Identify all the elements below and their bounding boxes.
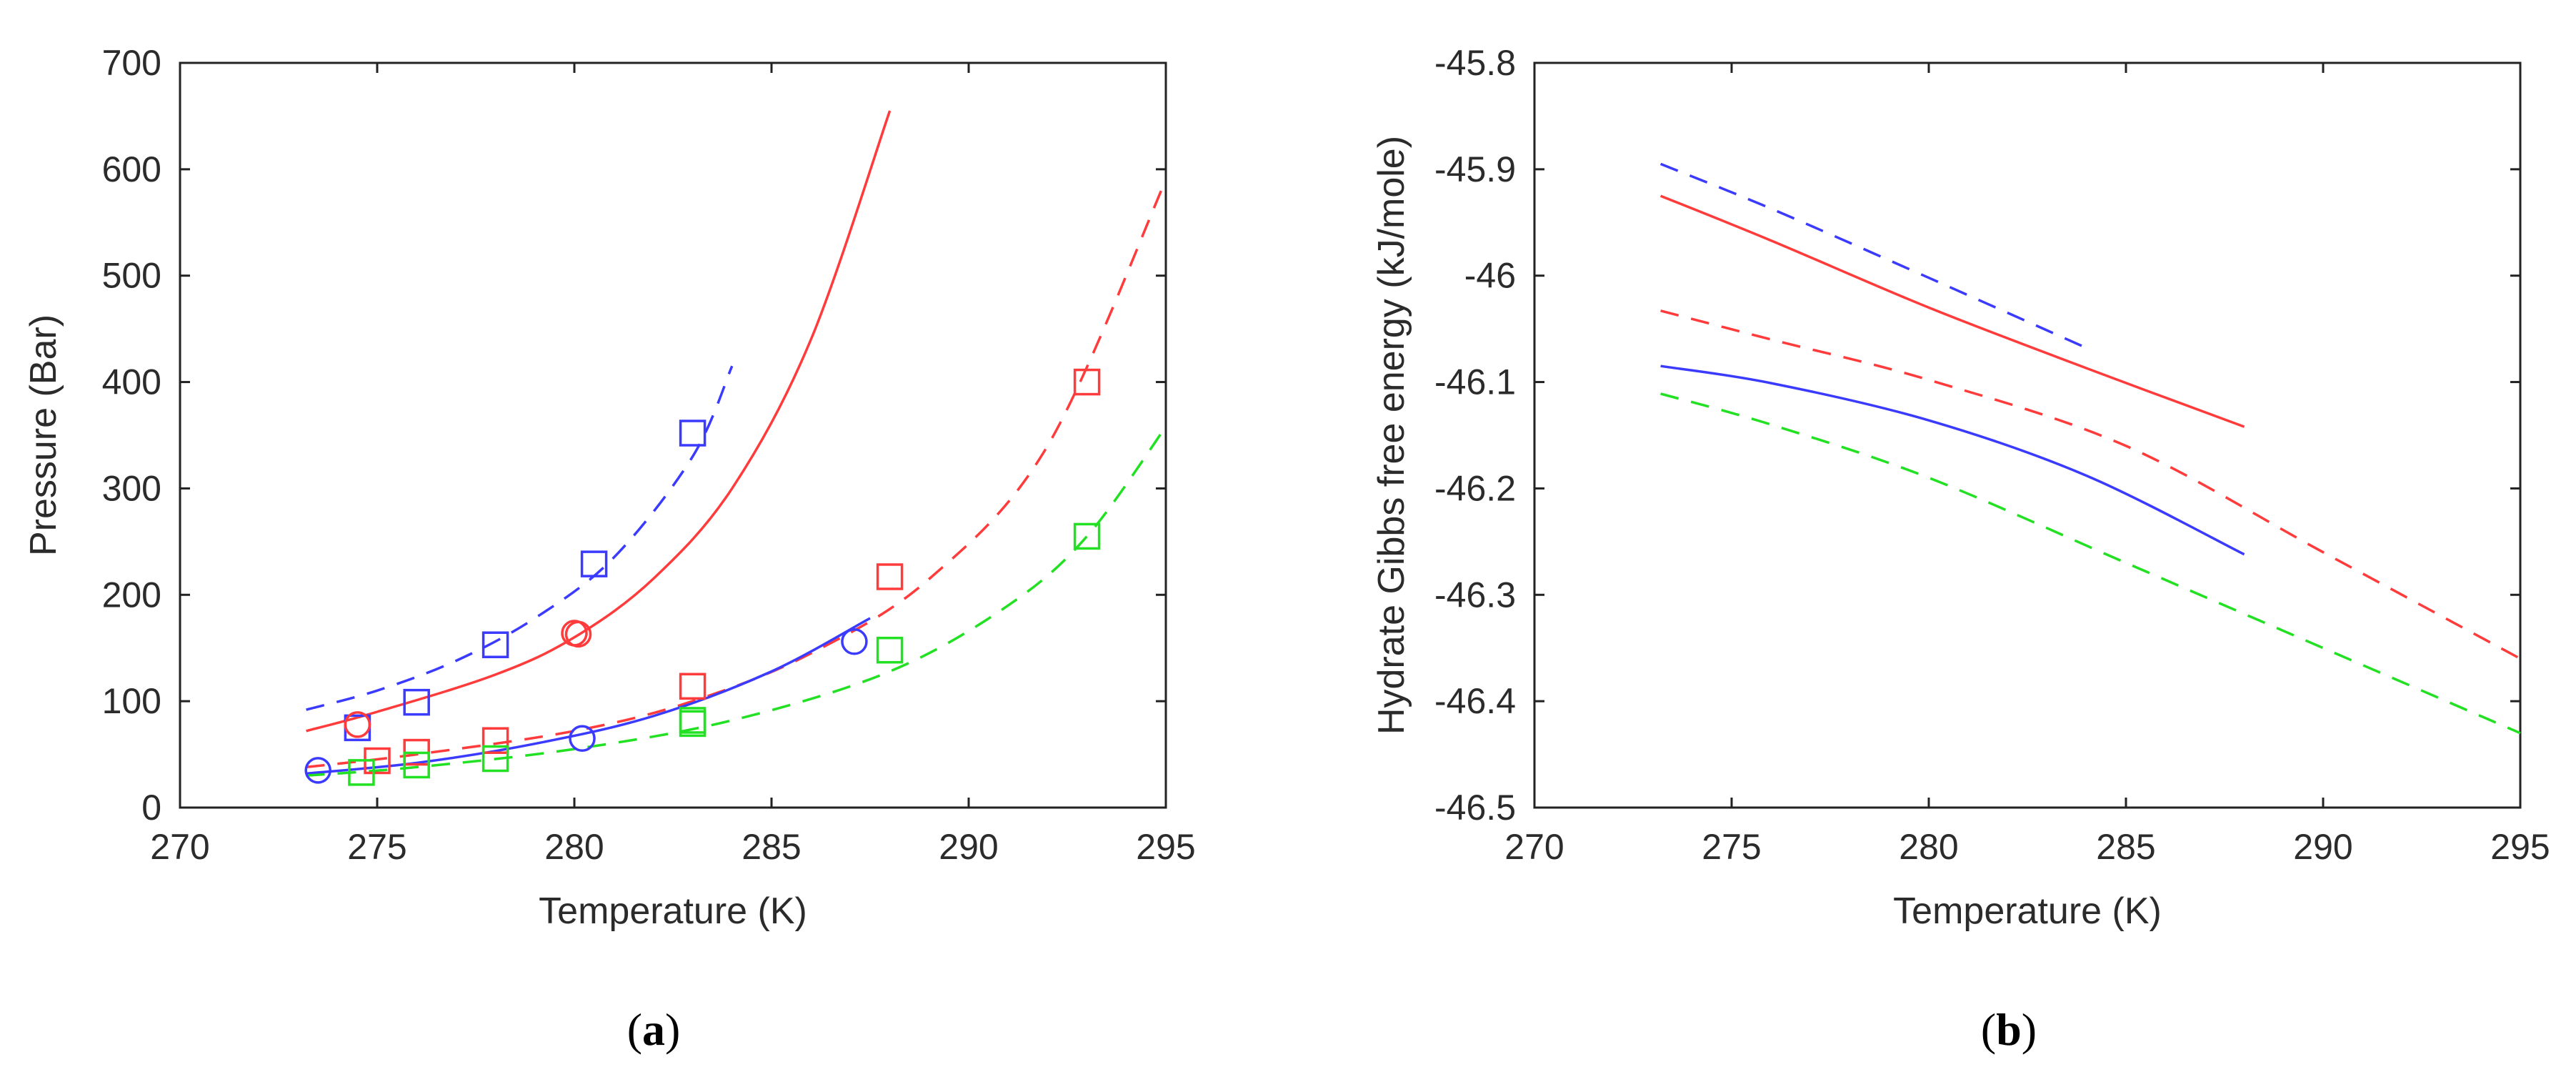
chart-panel-a: 270 275 280 285 290 295 0 100 200 300 400 500 600 700… [23,43,1196,1055]
x-tick-label: 270 [1504,827,1564,867]
series-line-blue-dashed-model [306,365,734,711]
chart-panel-b: 270 275 280 285 290 295 -46.5 -46.4 -46.3 -46.2 -4… [1371,43,2550,1055]
panel-letter-b: b [1996,1004,2022,1055]
marker-circle-red [564,620,592,648]
panel-label-b: (b) [1981,1004,2037,1055]
series-line-blue-dashed [1659,162,2087,349]
x-tick-label: 285 [2096,827,2155,867]
y-tick-label: -45.9 [1434,149,1516,189]
plot-frame-a [179,61,1167,809]
y-tick-label: 600 [102,149,161,189]
marker-square-blue [481,631,509,658]
axis-ticks-a: 270 275 280 285 290 295 0 100 200 300 400 500 600 700 [102,43,1196,867]
x-tick-label: 295 [2490,827,2550,867]
marker-square-blue [580,550,608,577]
axis-ticks-b: 270 275 280 285 290 295 -46.5 -46.4 -46.3 -46.2 -4… [1434,43,2550,867]
y-tick-label: 700 [102,43,161,83]
y-tick-label: 0 [141,788,161,828]
series-lines-b [1659,162,2521,735]
panel-label-a: (a) [627,1004,681,1055]
y-tick-label: -46 [1464,256,1516,296]
marker-circle-blue [569,725,596,752]
series-line-red-solid [1659,194,2245,428]
y-tick-label: -46.3 [1434,575,1516,615]
series-lines-a [306,110,1167,778]
y-tick-label: 500 [102,256,161,296]
marker-circle-blue [841,628,868,655]
x-tick-label: 285 [742,827,801,867]
series-line-red-dashed-model [306,179,1167,769]
y-axis-label-a: Pressure (Bar) [23,314,64,556]
marker-square-red [876,563,904,590]
y-tick-label: -45.8 [1434,43,1516,83]
x-tick-label: 270 [150,827,209,867]
y-tick-label: -46.5 [1434,788,1516,828]
data-markers-a [304,368,1101,786]
plot-frame-b [1533,61,2522,809]
y-tick-label: -46.1 [1434,362,1516,402]
marker-square-green [876,636,904,664]
y-axis-label-b: Hydrate Gibbs free energy (kJ/mole) [1371,136,1412,735]
x-tick-label: 290 [2293,827,2352,867]
marker-square-green [481,745,509,773]
x-tick-label: 295 [1136,827,1195,867]
x-axis-label-a: Temperature (K) [539,890,807,932]
series-line-red-solid-model [306,110,892,733]
series-line-green-dashed [1660,392,2521,735]
marker-circle-blue [304,757,331,784]
y-tick-label: -46.4 [1434,681,1516,721]
x-tick-label: 280 [1899,827,1958,867]
marker-square-blue [403,688,430,716]
y-tick-label: -46.2 [1434,468,1516,508]
marker-square-green [403,751,430,779]
y-tick-label: 400 [102,362,161,402]
y-tick-label: 300 [102,468,161,508]
y-tick-label: 100 [102,681,161,721]
series-line-blue-solid [1660,364,2245,556]
x-tick-label: 290 [939,827,998,867]
x-tick-label: 280 [544,827,604,867]
marker-square-red [481,727,509,754]
marker-square-blue [679,420,707,447]
marker-square-green [348,759,375,786]
marker-circle-red [344,711,371,738]
x-tick-label: 275 [1702,827,1761,867]
marker-square-green [1073,522,1101,550]
x-tick-label: 275 [347,827,406,867]
series-line-red-dashed [1660,309,2521,660]
panel-letter-a: a [642,1004,665,1055]
marker-square-green [679,707,707,734]
marker-square-red [1073,368,1101,396]
y-tick-label: 200 [102,575,161,615]
x-axis-label-b: Temperature (K) [1893,890,2162,932]
series-line-green-dashed-model [306,426,1167,778]
marker-square-red [679,673,707,700]
